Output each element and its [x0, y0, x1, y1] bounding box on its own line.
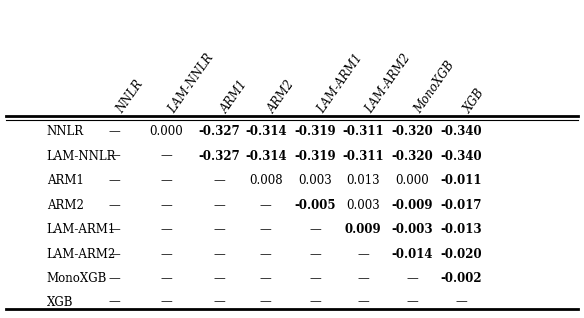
Text: —: —	[108, 273, 120, 286]
Text: —: —	[310, 248, 321, 261]
Text: -0.011: -0.011	[440, 174, 482, 187]
Text: —: —	[260, 296, 272, 308]
Text: ARM1: ARM1	[219, 78, 251, 116]
Text: 0.009: 0.009	[345, 223, 381, 236]
Text: LAM-ARM2: LAM-ARM2	[363, 52, 413, 116]
Text: —: —	[161, 174, 172, 187]
Text: -0.319: -0.319	[294, 125, 336, 138]
Text: —: —	[161, 149, 172, 162]
Text: ARM2: ARM2	[266, 78, 297, 116]
Text: NNLR: NNLR	[47, 125, 84, 138]
Text: —: —	[108, 296, 120, 308]
Text: 0.003: 0.003	[298, 174, 332, 187]
Text: —: —	[357, 248, 369, 261]
Text: —: —	[213, 296, 225, 308]
Text: ARM1: ARM1	[47, 174, 84, 187]
Text: —: —	[213, 223, 225, 236]
Text: 0.013: 0.013	[346, 174, 380, 187]
Text: LAM-ARM1: LAM-ARM1	[47, 223, 116, 236]
Text: 0.003: 0.003	[346, 199, 380, 212]
Text: LAM-NNLR: LAM-NNLR	[47, 149, 116, 162]
Text: -0.327: -0.327	[198, 149, 240, 162]
Text: -0.005: -0.005	[294, 199, 336, 212]
Text: -0.319: -0.319	[294, 149, 336, 162]
Text: LAM-ARM1: LAM-ARM1	[315, 52, 366, 116]
Text: —: —	[161, 296, 172, 308]
Text: —: —	[310, 223, 321, 236]
Text: -0.003: -0.003	[391, 223, 433, 236]
Text: —: —	[161, 273, 172, 286]
Text: -0.311: -0.311	[342, 149, 384, 162]
Text: —: —	[213, 174, 225, 187]
Text: -0.314: -0.314	[245, 149, 287, 162]
Text: MonoXGB: MonoXGB	[412, 59, 457, 116]
Text: LAM-ARM2: LAM-ARM2	[47, 248, 116, 261]
Text: —: —	[161, 248, 172, 261]
Text: —: —	[406, 296, 418, 308]
Text: —: —	[310, 296, 321, 308]
Text: -0.002: -0.002	[440, 273, 482, 286]
Text: XGB: XGB	[461, 86, 487, 116]
Text: XGB: XGB	[47, 296, 73, 308]
Text: —: —	[260, 223, 272, 236]
Text: -0.020: -0.020	[440, 248, 482, 261]
Text: —: —	[357, 273, 369, 286]
Text: -0.320: -0.320	[391, 125, 433, 138]
Text: 0.008: 0.008	[249, 174, 283, 187]
Text: MonoXGB: MonoXGB	[47, 273, 107, 286]
Text: -0.340: -0.340	[440, 125, 482, 138]
Text: —: —	[456, 296, 467, 308]
Text: —: —	[108, 223, 120, 236]
Text: -0.009: -0.009	[391, 199, 433, 212]
Text: NNLR: NNLR	[114, 78, 146, 116]
Text: —: —	[213, 199, 225, 212]
Text: —: —	[406, 273, 418, 286]
Text: —: —	[260, 199, 272, 212]
Text: -0.327: -0.327	[198, 125, 240, 138]
Text: ARM2: ARM2	[47, 199, 84, 212]
Text: -0.311: -0.311	[342, 125, 384, 138]
Text: —: —	[108, 248, 120, 261]
Text: -0.314: -0.314	[245, 125, 287, 138]
Text: -0.340: -0.340	[440, 149, 482, 162]
Text: —: —	[357, 296, 369, 308]
Text: —: —	[213, 248, 225, 261]
Text: 0.000: 0.000	[395, 174, 429, 187]
Text: —: —	[108, 199, 120, 212]
Text: -0.320: -0.320	[391, 149, 433, 162]
Text: LAM-NNLR: LAM-NNLR	[166, 51, 217, 116]
Text: —: —	[213, 273, 225, 286]
Text: —: —	[161, 223, 172, 236]
Text: -0.014: -0.014	[391, 248, 433, 261]
Text: —: —	[108, 149, 120, 162]
Text: -0.013: -0.013	[440, 223, 482, 236]
Text: —: —	[260, 273, 272, 286]
Text: —: —	[310, 273, 321, 286]
Text: —: —	[108, 174, 120, 187]
Text: —: —	[260, 248, 272, 261]
Text: —: —	[108, 125, 120, 138]
Text: 0.000: 0.000	[150, 125, 183, 138]
Text: -0.017: -0.017	[440, 199, 482, 212]
Text: —: —	[161, 199, 172, 212]
